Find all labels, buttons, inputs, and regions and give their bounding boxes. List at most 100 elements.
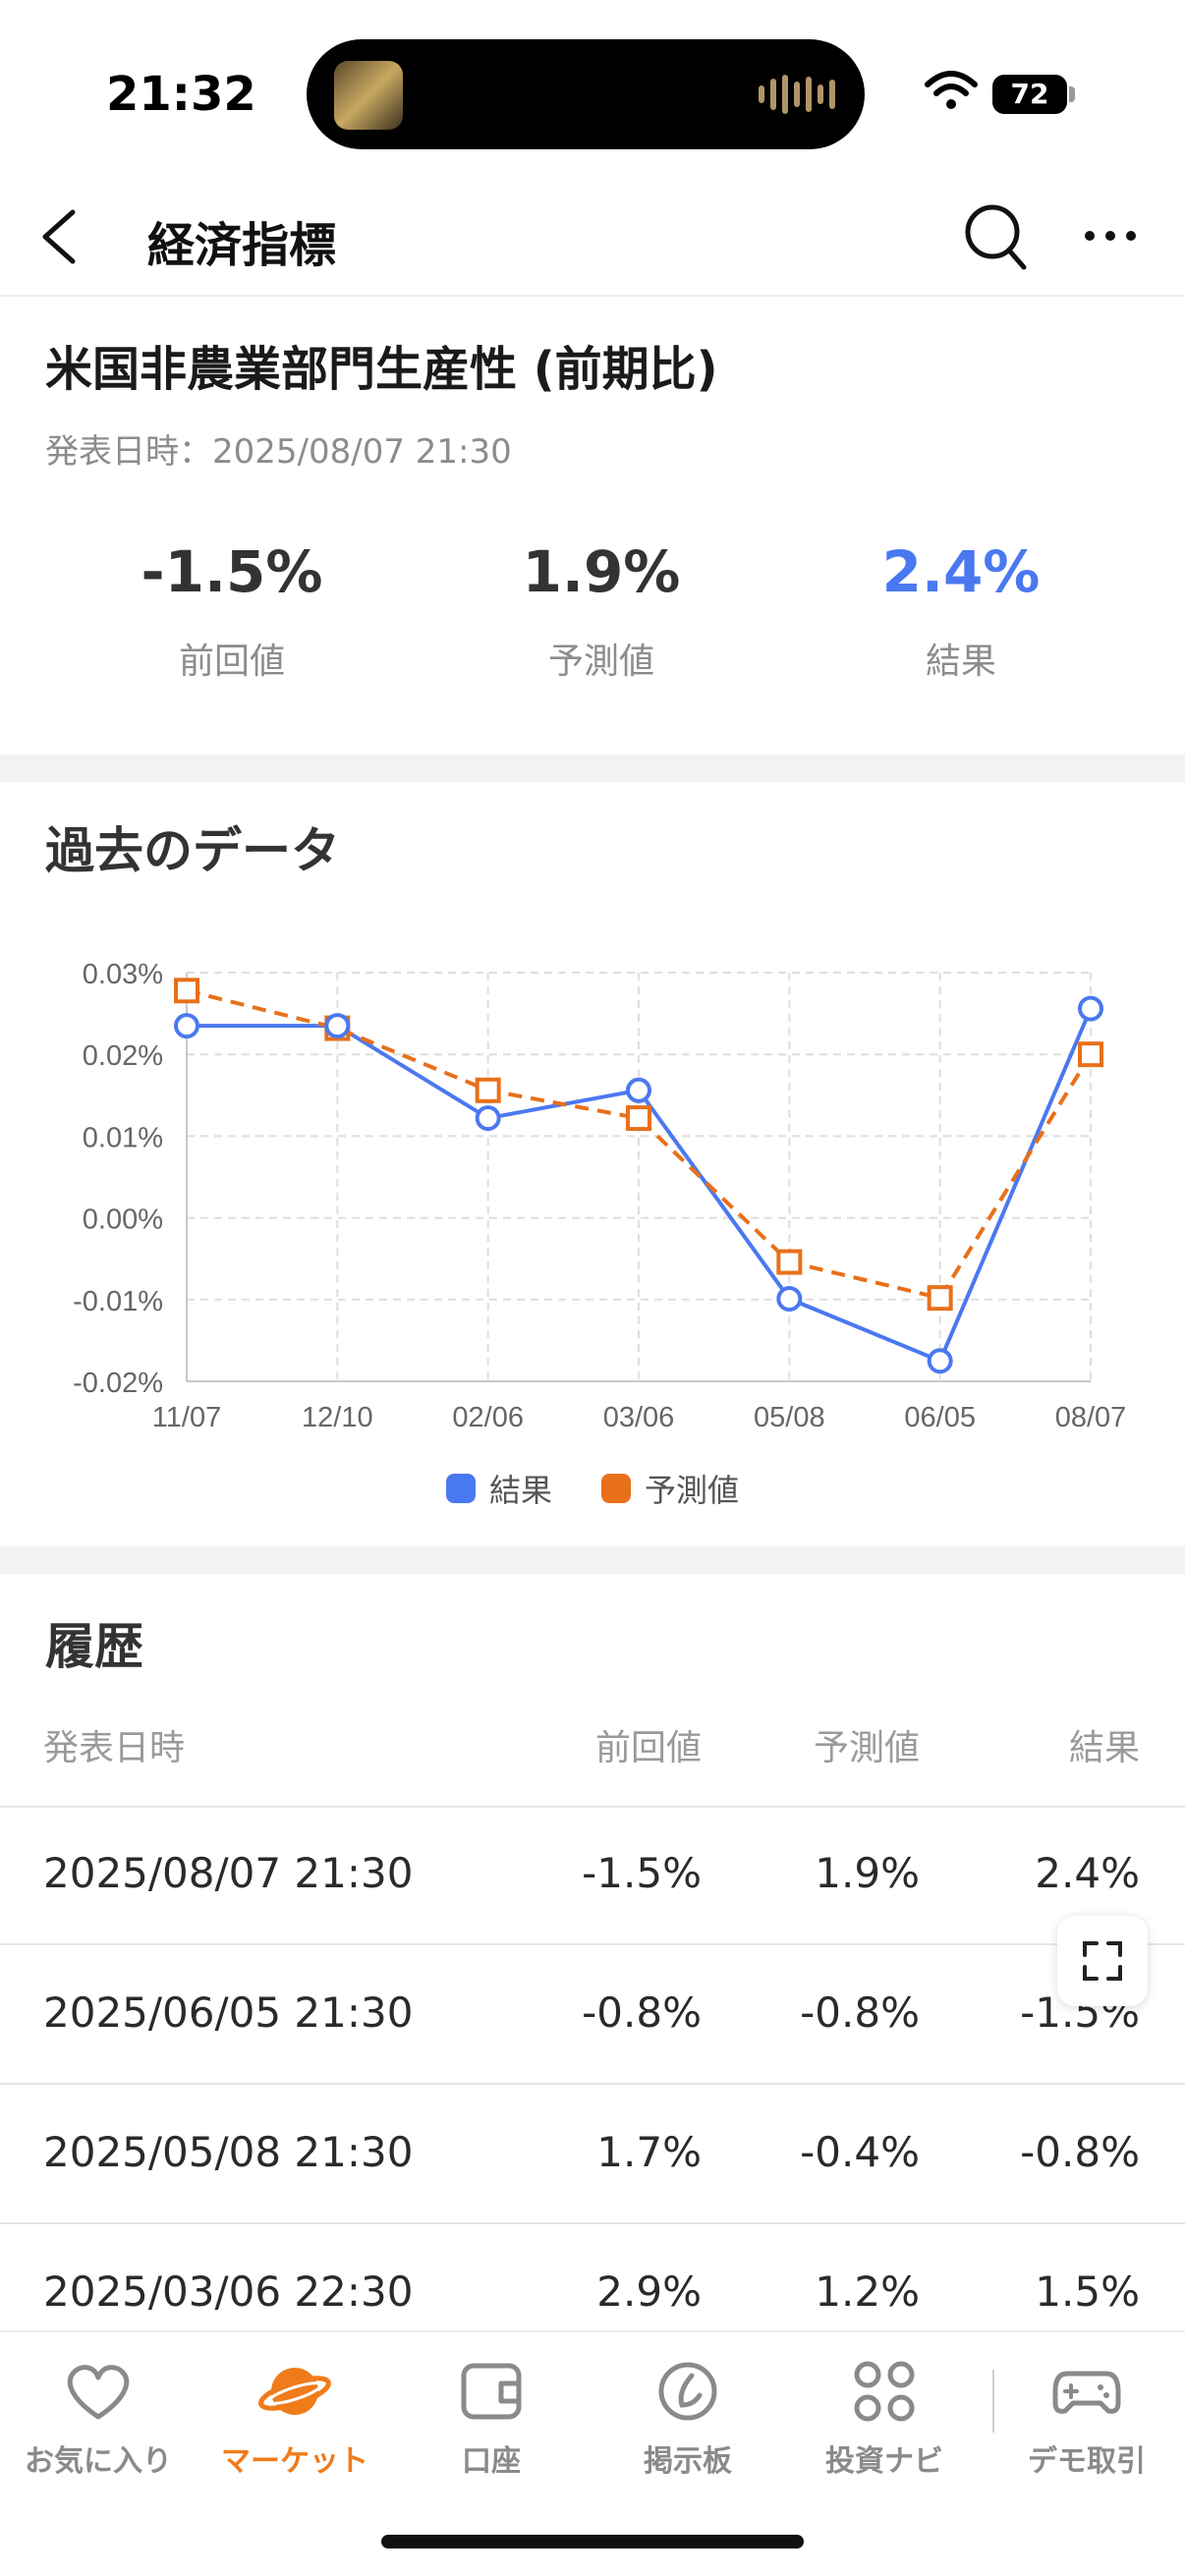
tab-separator [992,2370,994,2433]
row-date: 2025/03/06 22:30 [43,2268,414,2316]
stat-previous-value: -1.5% [141,538,323,605]
tab-label: デモ取引 [1028,2444,1146,2479]
row-date: 2025/05/08 21:30 [43,2128,414,2176]
row-result: -0.8% [1020,2128,1140,2176]
stat-result: 2.4% 結果 [814,538,1108,684]
section-divider [0,755,1185,782]
stat-forecast-label: 予測値 [547,642,654,682]
tab-demo-trading[interactable]: デモ取引 [988,2352,1185,2480]
fullscreen-icon[interactable] [1057,1916,1148,2006]
y-tick-label: 0.00% [83,1204,163,1236]
x-tick-label: 08/07 [1055,1402,1127,1433]
stat-forecast-value: 1.9% [522,538,681,605]
x-tick-label: 05/08 [754,1402,825,1433]
x-tick-label: 12/10 [302,1402,373,1433]
chart-legend: 結果 予測値 [0,1466,1185,1511]
data-point-forecast [927,1285,953,1312]
header-date: 発表日時 [43,1728,186,1768]
status-time: 21:32 [106,67,256,122]
legend-item-forecast[interactable]: 予測値 [601,1466,739,1511]
row-date: 2025/06/05 21:30 [43,1988,414,2037]
row-previous: -1.5% [582,1849,702,1897]
data-point-result [776,1285,803,1312]
x-tick-label: 11/07 [152,1402,221,1433]
row-forecast: -0.4% [800,2128,920,2176]
section-divider [0,1546,1185,1574]
x-tick-label: 06/05 [904,1402,976,1433]
row-previous: 1.7% [596,2128,702,2176]
row-date: 2025/08/07 21:30 [43,1849,414,1897]
tab-label: 掲示板 [644,2444,732,2479]
wallet-icon [461,2363,522,2420]
grid-icon [854,2361,915,2422]
planet-icon [258,2368,331,2415]
row-forecast: 1.9% [815,1849,920,1897]
table-row[interactable]: 2025/05/08 21:30 1.7% -0.4% -0.8% [0,2085,1185,2224]
status-bar: 21:32 72 [0,0,1185,177]
battery-cap [1069,86,1075,102]
chart-section-title: 過去のデータ [45,822,340,879]
legend-swatch-forecast [601,1474,631,1503]
now-playing-artwork [334,61,403,130]
data-point-forecast [475,1077,501,1103]
header-previous: 前回値 [594,1728,702,1768]
search-icon[interactable] [961,198,1030,273]
row-previous: -0.8% [582,1988,702,2037]
row-result: 1.5% [1035,2268,1140,2316]
board-icon [658,2362,717,2421]
history-line-chart[interactable]: 0.03% 0.02% 0.01% 0.00% -0.01% -0.02%11/07 12/… [0,943,1185,1493]
wifi-icon [925,71,978,109]
tab-label: 口座 [462,2444,521,2479]
header-forecast: 予測値 [813,1728,920,1768]
row-result: 2.4% [1035,1849,1140,1897]
legend-label-forecast: 予測値 [645,1472,740,1509]
legend-swatch-result [445,1474,476,1503]
data-point-result [927,1348,953,1374]
gamepad-icon [1052,2371,1121,2414]
x-tick-label: 02/06 [452,1402,524,1433]
y-tick-label: -0.01% [73,1286,163,1317]
tab-label: 投資ナビ [825,2444,943,2479]
legend-item-result[interactable]: 結果 [445,1466,552,1511]
table-header: 発表日時 前回値 予測値 結果 [0,1719,1185,1808]
tab-label: マーケット [221,2444,368,2479]
tab-board[interactable]: 掲示板 [590,2352,786,2480]
heart-icon [67,2365,130,2420]
dynamic-island[interactable] [307,39,865,149]
tab-invest-navi[interactable]: 投資ナビ [786,2352,983,2480]
stat-previous-label: 前回値 [178,642,285,682]
stat-forecast: 1.9% 予測値 [454,538,749,684]
y-tick-label: -0.02% [73,1368,163,1399]
back-arrow-icon[interactable] [33,204,92,269]
row-forecast: 1.2% [815,2268,920,2316]
y-tick-label: 0.01% [83,1122,163,1153]
table-row[interactable]: 2025/08/07 21:30 -1.5% 1.9% 2.4% [0,1806,1185,1945]
history-section-title: 履歴 [45,1618,143,1675]
row-previous: 2.9% [596,2268,702,2316]
audio-waveform-icon [759,73,835,116]
legend-label-result: 結果 [488,1472,552,1509]
home-indicator [381,2535,804,2548]
page-title: 経済指標 [147,218,337,273]
row-forecast: -0.8% [800,1988,920,2037]
stat-result-value: 2.4% [881,538,1041,605]
x-tick-label: 03/06 [603,1402,675,1433]
y-tick-label: 0.02% [83,1040,163,1072]
data-point-result [1078,995,1103,1022]
tab-favorites[interactable]: お気に入り [0,2352,197,2480]
table-row[interactable]: 2025/06/05 21:30 -0.8% -0.8% -1.5% [0,1945,1185,2085]
data-point-forecast [174,978,199,1004]
tab-account[interactable]: 口座 [393,2352,590,2480]
table-row[interactable]: 2025/03/06 22:30 2.9% 1.2% 1.5% [0,2224,1185,2364]
data-point-result [174,1013,199,1039]
y-tick-label: 0.03% [83,959,163,990]
header-result: 結果 [1068,1728,1140,1768]
data-point-forecast [776,1249,803,1275]
stat-previous: -1.5% 前回値 [85,538,379,684]
data-point-forecast [1078,1041,1103,1068]
more-options-icon[interactable] [1085,216,1146,255]
release-datetime: 発表日時：2025/08/07 21:30 [45,432,512,472]
tab-label: お気に入り [25,2444,172,2479]
tab-market[interactable]: マーケット [197,2352,393,2480]
data-point-result [475,1105,501,1132]
